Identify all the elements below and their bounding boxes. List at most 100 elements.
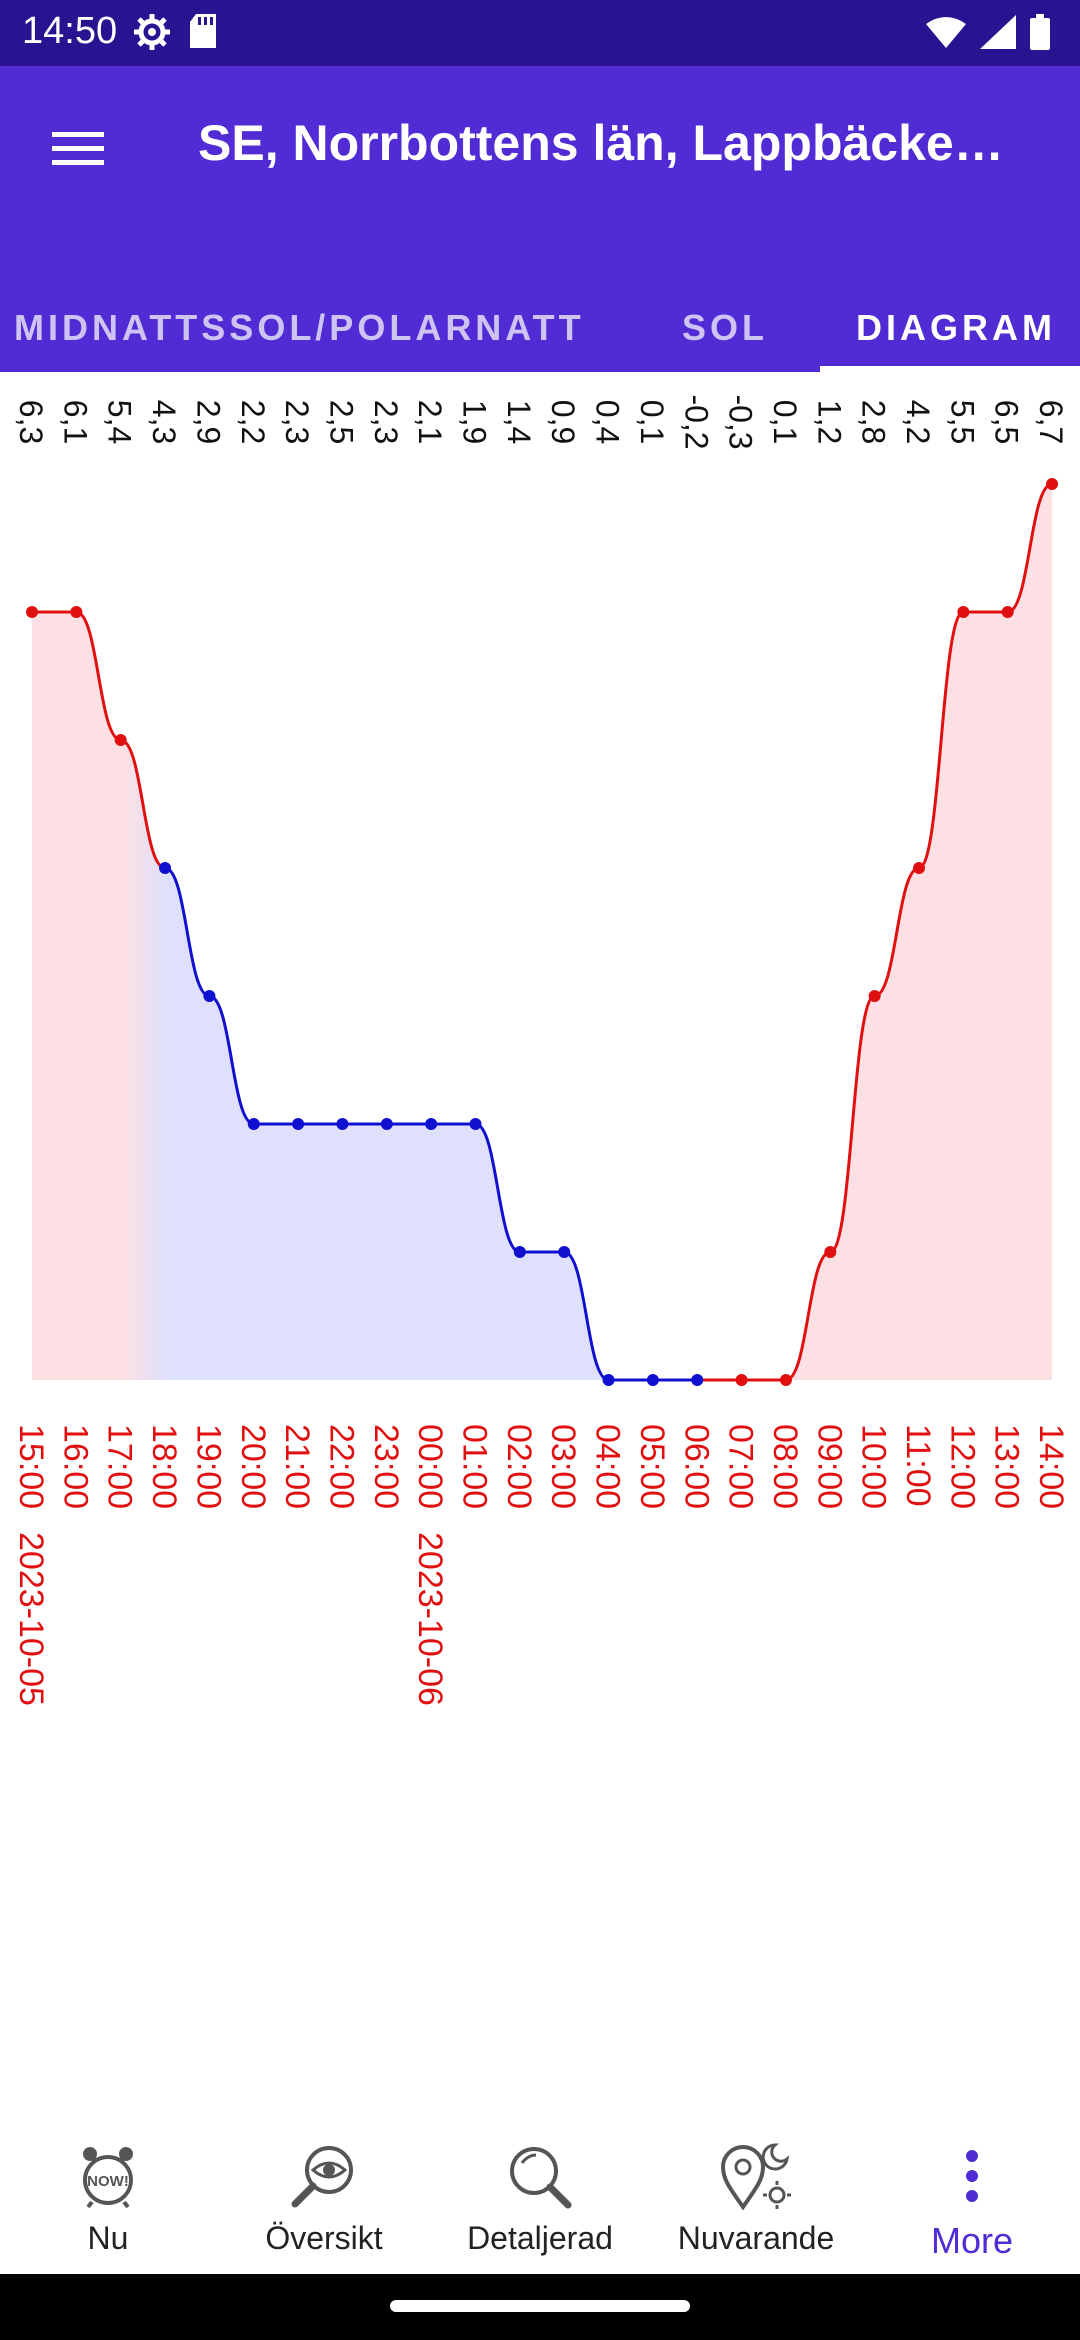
chart-line-segment: [208, 994, 255, 1126]
chart-value-label: 5,4: [102, 400, 138, 444]
alarm-clock-now-icon: NOW!: [68, 2138, 148, 2214]
chart-point: [159, 862, 172, 874]
nav-label-nu: Nu: [87, 2220, 129, 2256]
settings-icon: [132, 12, 172, 57]
chart-point: [735, 1374, 748, 1386]
tab-diagram[interactable]: DIAGRAM: [856, 307, 1056, 348]
chart-value-label: 2,9: [190, 400, 226, 444]
chart-time-label: 22:00: [322, 1424, 360, 1509]
chart-value-label: 0,1: [634, 400, 670, 444]
chart-time-label: 18:00: [145, 1424, 183, 1509]
chart-point: [380, 1118, 393, 1130]
chart-value-label: 0,1: [767, 400, 803, 444]
chart-line-segment: [75, 610, 122, 742]
home-gesture-handle[interactable]: [390, 2300, 690, 2312]
chart-time-label: 03:00: [544, 1424, 582, 1509]
status-bar: 14:50: [0, 0, 1080, 66]
chart-value-label: -0,3: [723, 394, 759, 449]
chart-time-label: 07:00: [722, 1424, 760, 1509]
chart-point: [203, 990, 216, 1002]
battery-icon: [1030, 14, 1050, 55]
chart-value-label: 0,9: [545, 400, 581, 444]
chart-time-label: 01:00: [456, 1424, 494, 1509]
svg-text:NOW!: NOW!: [87, 2173, 129, 2190]
active-tab-indicator: [820, 366, 1080, 372]
chart-time-label: 12:00: [943, 1424, 981, 1509]
chart-value-label: 1,9: [457, 400, 493, 444]
nav-nu[interactable]: NOW! Nu: [0, 2116, 216, 2274]
chart-value-label: 2,2: [235, 400, 271, 444]
chart-point: [779, 1374, 792, 1386]
chart-point: [646, 1374, 659, 1386]
chart-value-label: 4,2: [900, 400, 936, 444]
chart-value-label: 6,5: [989, 400, 1025, 444]
hamburger-menu-icon[interactable]: [38, 112, 118, 184]
tab-midnattssol-polarnatt[interactable]: MIDNATTSSOL/POLARNATT: [14, 307, 585, 348]
nav-label-oversikt: Översikt: [265, 2220, 383, 2256]
chart-value-label: 0,4: [590, 400, 626, 444]
status-time: 14:50: [22, 10, 118, 52]
chart-line-segment: [785, 1250, 831, 1382]
chart-value-label: 5,5: [944, 400, 980, 444]
chart-point: [513, 1246, 526, 1258]
chart-time-label: 20:00: [234, 1424, 272, 1509]
nav-oversikt[interactable]: Översikt: [216, 2116, 432, 2274]
chart-value-label: 2,1: [412, 400, 448, 444]
chart-value-label: 6,1: [57, 400, 93, 444]
chart-time-label: 19:00: [189, 1424, 227, 1509]
chart-area-fill: [32, 484, 1053, 1380]
chart-time-label: 06:00: [677, 1424, 715, 1509]
elevation-chart: 6,3 15:00 6,1 16:00 5,4 17:00 4,3 18:00 2,9 19:00…: [0, 372, 1080, 1732]
magnifier-eye-icon: [284, 2138, 364, 2214]
nav-label-more: More: [930, 2220, 1014, 2261]
chart-line-segment: [474, 1122, 521, 1254]
chart-value-label: 2,8: [856, 400, 892, 444]
nav-more[interactable]: More: [864, 2116, 1080, 2274]
bottom-navigation: NOW! Nu Översikt Detaljerad Nuvarande: [0, 2116, 1080, 2274]
chart-point: [824, 1246, 837, 1258]
chart-point: [70, 606, 83, 618]
chart-value-label: 1,2: [811, 400, 847, 444]
sd-card-icon: [188, 14, 218, 55]
chart-time-label: 08:00: [766, 1424, 804, 1509]
chart-time-label: 15:00: [12, 1424, 50, 1509]
chart-time-label: 23:00: [367, 1424, 405, 1509]
chart-value-label: 2,3: [279, 400, 315, 444]
chart-line-segment: [164, 866, 210, 998]
chart-point: [1046, 478, 1059, 490]
nav-nuvarande[interactable]: Nuvarande: [648, 2116, 864, 2274]
chart-time-label: 13:00: [988, 1424, 1026, 1509]
chart-value-label: 2,5: [323, 400, 359, 444]
chart-time-label: 16:00: [56, 1424, 94, 1509]
chart-line-segment: [918, 610, 965, 870]
chart-time-label: 05:00: [633, 1424, 671, 1509]
tab-sol[interactable]: SOL: [682, 307, 769, 348]
chart-time-label: 14:00: [1032, 1424, 1070, 1509]
chart-time-label: 21:00: [278, 1424, 316, 1509]
chart-line-segment: [1007, 482, 1053, 614]
chart-point: [292, 1118, 305, 1130]
nav-label-nuvarande: Nuvarande: [677, 2220, 835, 2256]
chart-value-label: 1,4: [501, 400, 537, 444]
app-bar: SE, Norrbottens län, Lappbäcke… MIDNATTS…: [0, 66, 1080, 372]
page-title: SE, Norrbottens län, Lappbäcke…: [198, 115, 1004, 171]
chart-date-label: 2023-10-05: [12, 1532, 50, 1706]
chart-line-segment: [120, 738, 166, 870]
chart-time-label: 00:00: [411, 1424, 449, 1509]
chart-line-segment: [563, 1250, 610, 1382]
chart-point: [602, 1374, 615, 1386]
chart-point: [336, 1118, 349, 1130]
nav-label-detaljerad: Detaljerad: [467, 2220, 613, 2256]
wifi-icon: [926, 16, 966, 53]
chart-svg: 6,3 15:00 6,1 16:00 5,4 17:00 4,3 18:00 2,9 19:00…: [12, 394, 1070, 1706]
chart-value-label: 6,3: [13, 400, 49, 444]
tab-bar: MIDNATTSSOL/POLARNATT SOL DIAGRAM: [0, 292, 1080, 372]
chart-point: [1001, 606, 1014, 618]
magnifier-icon: [500, 2138, 580, 2214]
chart-time-label: 09:00: [810, 1424, 848, 1509]
chart-value-label: 4,3: [146, 400, 182, 444]
nav-detaljerad[interactable]: Detaljerad: [432, 2116, 648, 2274]
chart-date-label: 2023-10-06: [411, 1532, 449, 1706]
chart-point: [425, 1118, 438, 1130]
